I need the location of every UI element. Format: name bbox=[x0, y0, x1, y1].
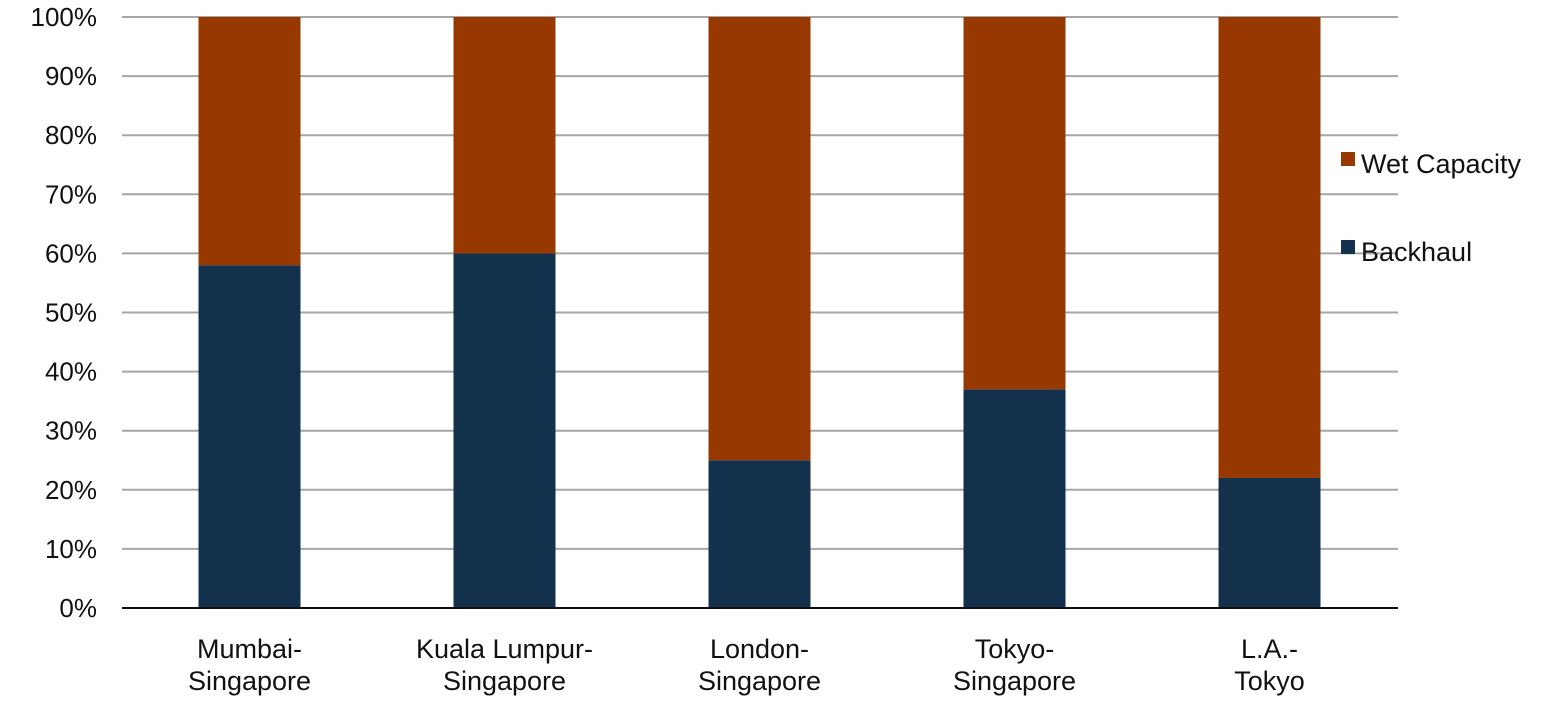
bar-wet-capacity-1 bbox=[454, 17, 556, 253]
y-axis-tick-labels: 0% 10% 20% 30% 40% 50% 60% 70% 80% 90% 100% bbox=[31, 2, 98, 623]
y-tick-label: 70% bbox=[45, 179, 97, 209]
y-tick-label: 60% bbox=[45, 238, 97, 268]
y-tick-label: 10% bbox=[45, 534, 97, 564]
legend-label-wet-capacity: Wet Capacity bbox=[1361, 149, 1522, 179]
y-tick-label: 90% bbox=[45, 61, 97, 91]
y-tick-label: 30% bbox=[45, 416, 97, 446]
x-category-label-line: Singapore bbox=[443, 666, 566, 696]
x-category-label-line: Singapore bbox=[698, 666, 821, 696]
legend-swatch-wet-capacity bbox=[1341, 152, 1355, 166]
bar-backhaul-4 bbox=[1219, 478, 1321, 608]
x-category-label-line: London- bbox=[710, 634, 809, 664]
bar-wet-capacity-2 bbox=[709, 17, 811, 460]
y-tick-label: 40% bbox=[45, 357, 97, 387]
bar-wet-capacity-0 bbox=[199, 17, 301, 265]
legend: Wet Capacity Backhaul bbox=[1341, 149, 1522, 267]
x-category-label-line: Singapore bbox=[188, 666, 311, 696]
bar-wet-capacity-4 bbox=[1219, 17, 1321, 478]
x-category-label-line: Tokyo bbox=[1234, 666, 1305, 696]
y-tick-label: 100% bbox=[31, 2, 98, 32]
bar-backhaul-0 bbox=[199, 265, 301, 608]
x-category-label: Kuala Lumpur-Singapore bbox=[416, 634, 593, 696]
x-category-label: L.A.-Tokyo bbox=[1234, 634, 1305, 696]
bar-backhaul-1 bbox=[454, 253, 556, 608]
x-category-label: London-Singapore bbox=[698, 634, 821, 696]
legend-swatch-backhaul bbox=[1341, 240, 1355, 254]
y-tick-label: 50% bbox=[45, 298, 97, 328]
x-category-label-line: Tokyo- bbox=[975, 634, 1055, 664]
x-category-label-line: L.A.- bbox=[1241, 634, 1298, 664]
y-tick-label: 20% bbox=[45, 475, 97, 505]
bar-backhaul-3 bbox=[964, 389, 1066, 608]
x-category-label-line: Mumbai- bbox=[197, 634, 302, 664]
y-tick-label: 0% bbox=[59, 593, 97, 623]
y-tick-label: 80% bbox=[45, 120, 97, 150]
x-category-label-line: Kuala Lumpur- bbox=[416, 634, 593, 664]
x-category-label: Mumbai-Singapore bbox=[188, 634, 311, 696]
x-category-label: Tokyo-Singapore bbox=[953, 634, 1076, 696]
x-category-label-line: Singapore bbox=[953, 666, 1076, 696]
bar-wet-capacity-3 bbox=[964, 17, 1066, 389]
bar-backhaul-2 bbox=[709, 460, 811, 608]
legend-label-backhaul: Backhaul bbox=[1361, 237, 1472, 267]
